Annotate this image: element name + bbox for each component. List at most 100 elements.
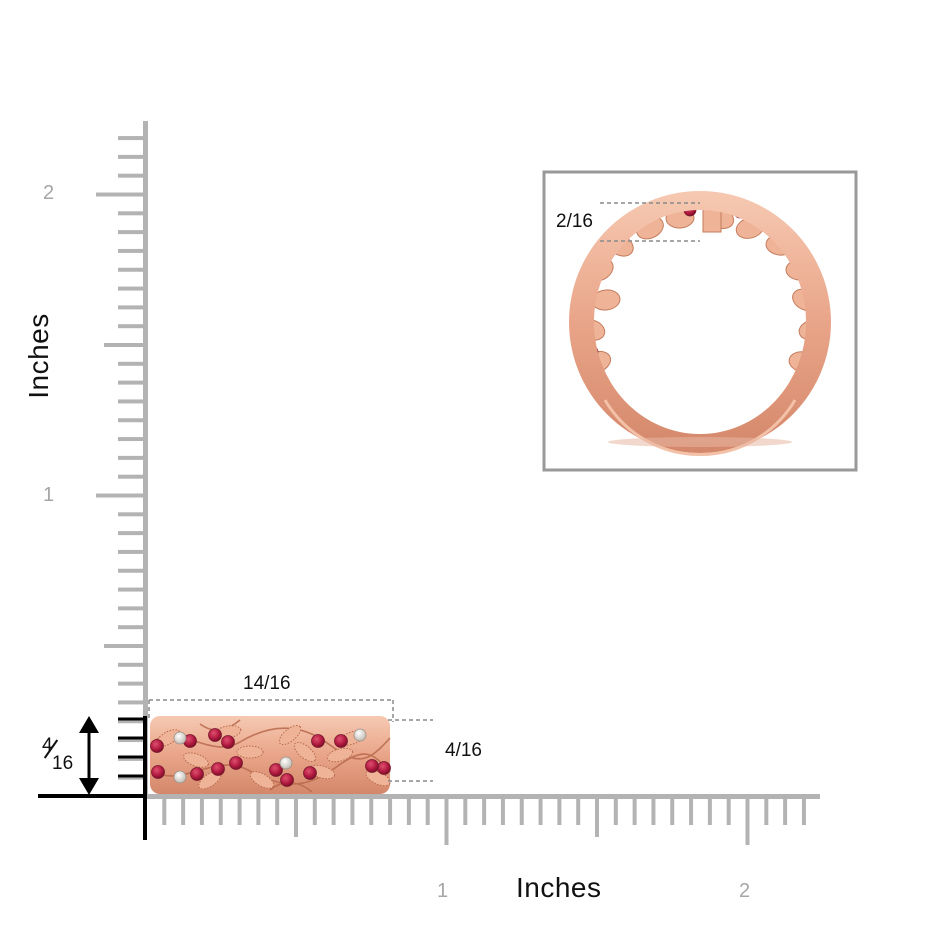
y-ruler-tick [118,361,145,366]
x-ruler-tick [181,797,186,825]
y-ruler-tick [118,606,145,611]
ruby-stone [151,765,165,779]
ruby-stone [208,728,222,742]
x-ruler-tick [613,797,618,825]
diamond-stone [173,770,187,784]
side-width-label: 14/16 [243,673,291,694]
x-ruler-tick [482,797,487,825]
x-ruler-tick [162,797,167,825]
y-ruler-tick [118,662,145,667]
y-ruler-tick [118,154,145,159]
height-ruler-marks [118,717,145,778]
x-ruler-tick [500,797,505,825]
x-ruler-tick [425,797,430,825]
diamond-stone [279,756,293,770]
y-ruler-tick [118,549,145,554]
x-ruler-tick [256,797,261,825]
x-ruler-tick [707,797,712,825]
leaf [278,724,302,746]
y-ruler-tick [118,267,145,272]
y-ruler-tick [118,531,145,536]
x-ruler-tick [557,797,562,825]
x-ruler-tick [651,797,656,825]
ruby-stone [311,734,325,748]
x-ruler-tick [237,797,242,825]
y-ruler-tick [118,286,145,291]
leaf-pattern [155,724,391,790]
ruler-height-numerator: 4 [42,735,53,756]
ring-side-view [150,716,391,794]
y-ruler-tick [118,587,145,592]
x-ruler-tick [294,797,298,837]
ruby-stone [229,756,243,770]
y-ruler-tick [118,211,145,216]
height-arrow [79,716,99,795]
x-ruler-tick [595,797,599,837]
ruby-stone [365,759,379,773]
y-ruler-tick [118,380,145,385]
y-ruler-tick [96,493,145,498]
y-ruler-tick [118,399,145,404]
x-ruler-tick [783,797,788,825]
x-ruler-tick [312,797,317,825]
leaf [183,752,209,768]
y-ruler-tick [118,230,145,235]
y-ruler-tick [118,775,145,780]
y-ruler-tick [104,644,145,648]
ruby-stone [150,739,164,753]
ruby-stone [280,773,294,787]
y-ruler-tick [118,738,145,743]
y-ruler-tick [104,343,145,347]
leaf [236,745,264,759]
ruby-stone [377,761,391,775]
ring-front-view [569,191,831,456]
ruby-stone [211,762,225,776]
x-ruler-tick [538,797,543,825]
x-tick-label-2: 2 [739,880,751,902]
y-ruler-tick [118,474,145,479]
height-dimension-lines [388,719,433,782]
diamond-stone [353,728,367,742]
x-ruler-tick [745,797,750,845]
x-ruler-tick [369,797,374,825]
leaf [293,741,317,763]
y-ruler-tick [118,324,145,329]
y-ruler-tick [118,173,145,178]
x-axis-title: Inches [516,872,602,903]
x-ruler-tick [218,797,223,825]
thickness-dimension-lines [600,202,700,242]
y-tick-label-2: 2 [43,182,55,204]
x-ruler-tick [388,797,393,825]
y-ruler-tick [118,418,145,423]
y-ruler-tick [118,719,145,724]
width-dimension-lines [148,699,394,722]
x-ruler-tick [576,797,581,825]
y-ruler-tick [96,192,145,197]
ruby-stone [334,734,348,748]
y-ruler-tick [118,700,145,705]
ruby-stone [221,735,235,749]
ruby-stone [303,766,317,780]
y-ruler-tick [118,681,145,686]
x-ruler-tick [632,797,637,825]
y-ruler-tick [118,437,145,442]
diamond-stone [173,731,187,745]
y-ruler-tick [118,568,145,573]
side-height-label: 4/16 [445,740,482,761]
leaf [249,771,275,789]
y-ruler-tick [118,248,145,253]
vertical-ruler [96,121,148,799]
x-ruler-tick [444,797,449,845]
x-ruler-tick [199,797,204,825]
y-ruler-tick [118,455,145,460]
y-tick-label-1: 1 [43,484,55,506]
x-ruler-tick [331,797,336,825]
y-ruler-tick [118,512,145,517]
ruby-stone [269,763,283,777]
x-ruler-tick [350,797,355,825]
ruler-height-fraction: 4 16 [38,735,80,777]
x-ruler-tick [463,797,468,825]
front-thickness-label: 2/16 [556,211,593,232]
